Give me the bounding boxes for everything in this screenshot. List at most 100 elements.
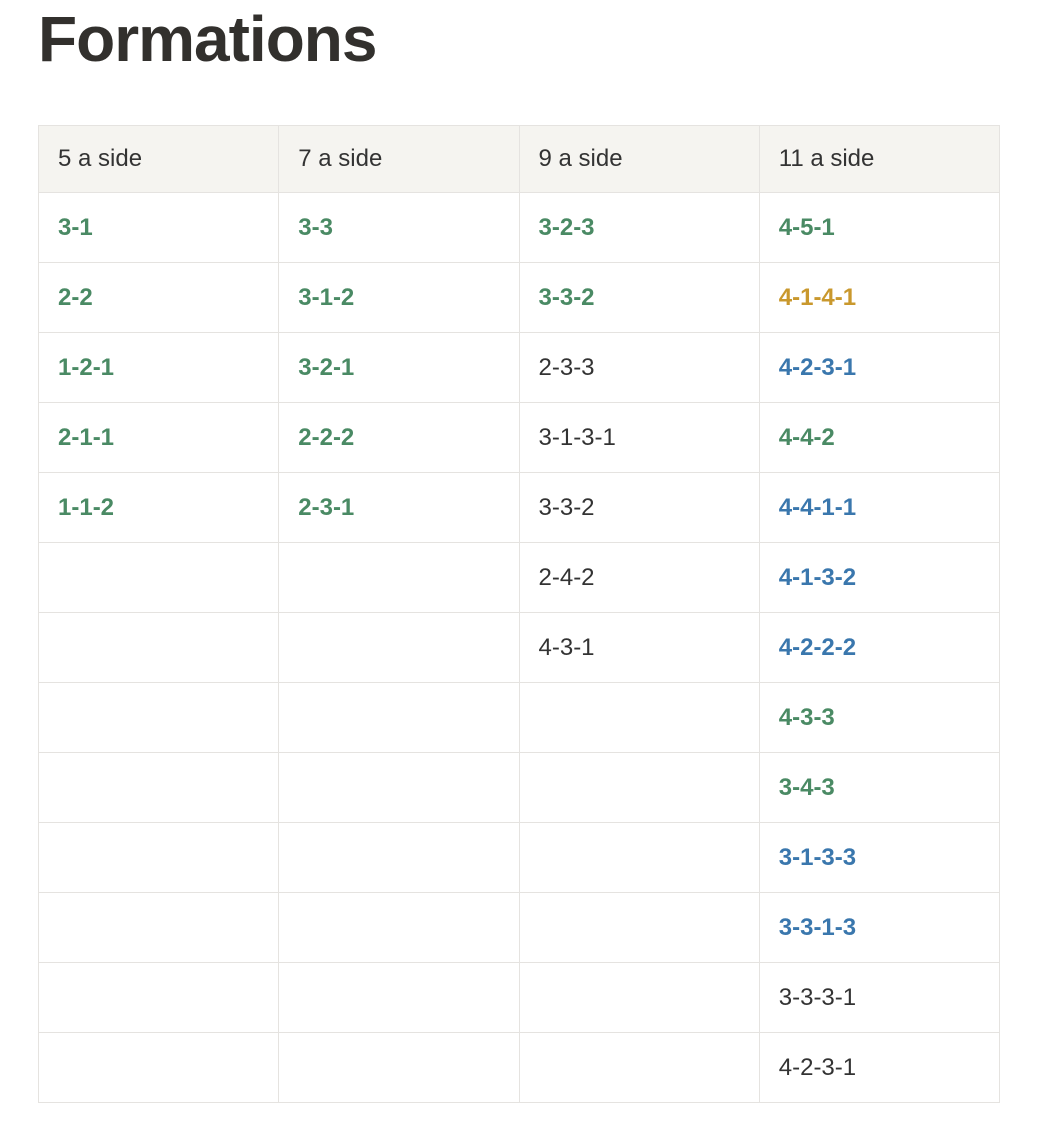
formation-text: 4-3-1 — [538, 633, 595, 661]
table-row: 4-3-1 4-2-2-2 — [37, 612, 1001, 684]
table-row: 4-2-3-1 — [37, 1032, 1001, 1104]
column-header-9-a-side: 9 a side — [518, 125, 760, 194]
table-cell: 3-3-1-3 — [758, 892, 1001, 964]
table-cell: 2-4-2 — [518, 542, 760, 614]
table-cell — [37, 682, 280, 754]
table-cell: 4-5-1 — [758, 192, 1001, 264]
table-cell — [278, 892, 520, 964]
table-row: 1-2-1 3-2-1 2-3-3 4-2-3-1 — [37, 332, 1001, 404]
formation-link[interactable]: 3-4-3 — [778, 773, 835, 801]
formation-link[interactable]: 2-1-1 — [58, 423, 115, 451]
table-cell: 4-3-1 — [518, 612, 760, 684]
table-row: 3-4-3 — [37, 752, 1001, 824]
formation-link[interactable]: 4-5-1 — [778, 213, 835, 241]
formation-link[interactable]: 4-4-2 — [778, 423, 835, 451]
table-cell: 2-1-1 — [37, 402, 280, 474]
table-cell: 3-1-2 — [278, 262, 520, 334]
formation-link[interactable]: 1-1-2 — [58, 493, 115, 521]
table-row: 4-3-3 — [37, 682, 1001, 754]
table-cell: 3-2-3 — [518, 192, 760, 264]
formation-link[interactable]: 3-2-1 — [298, 353, 355, 381]
table-cell: 3-3-3-1 — [758, 962, 1001, 1034]
table-cell: 4-2-2-2 — [758, 612, 1001, 684]
table-row: 3-1-3-3 — [37, 822, 1001, 894]
table-cell — [278, 1032, 520, 1104]
formation-link[interactable]: 2-2 — [58, 283, 93, 311]
column-header-7-a-side: 7 a side — [278, 125, 520, 194]
table-row: 3-3-3-1 — [37, 962, 1001, 1034]
table-cell: 4-4-1-1 — [758, 472, 1001, 544]
table-cell: 3-4-3 — [758, 752, 1001, 824]
formation-link[interactable]: 3-1-2 — [298, 283, 355, 311]
formation-link[interactable]: 2-2-2 — [298, 423, 355, 451]
table-cell: 4-3-3 — [758, 682, 1001, 754]
table-cell — [37, 752, 280, 824]
formations-table-head: 5 a side 7 a side 9 a side 11 a side — [37, 125, 1001, 194]
formation-link[interactable]: 4-3-3 — [778, 703, 835, 731]
table-cell — [37, 612, 280, 684]
formation-link[interactable]: 1-2-1 — [58, 353, 115, 381]
table-row: 1-1-2 2-3-1 3-3-2 4-4-1-1 — [37, 472, 1001, 544]
column-header-5-a-side: 5 a side — [37, 125, 280, 194]
table-cell: 4-2-3-1 — [758, 332, 1001, 404]
table-cell — [518, 822, 760, 894]
formation-link[interactable]: 4-4-1-1 — [778, 493, 857, 521]
formation-link[interactable]: 3-3-1-3 — [778, 913, 857, 941]
table-row: 2-2 3-1-2 3-3-2 4-1-4-1 — [37, 262, 1001, 334]
formation-link[interactable]: 3-1 — [58, 213, 93, 241]
formation-link[interactable]: 4-2-2-2 — [778, 633, 857, 661]
table-cell: 3-1-3-3 — [758, 822, 1001, 894]
table-cell: 2-3-3 — [518, 332, 760, 404]
table-cell — [518, 1032, 760, 1104]
table-row: 2-1-1 2-2-2 3-1-3-1 4-4-2 — [37, 402, 1001, 474]
table-cell — [37, 962, 280, 1034]
formation-text: 4-2-3-1 — [778, 1053, 857, 1081]
table-cell: 4-4-2 — [758, 402, 1001, 474]
table-cell: 2-3-1 — [278, 472, 520, 544]
table-cell — [278, 822, 520, 894]
table-cell — [518, 682, 760, 754]
formation-text: 3-3-3-1 — [778, 983, 857, 1011]
table-cell: 3-1 — [37, 192, 280, 264]
table-cell: 4-2-3-1 — [758, 1032, 1001, 1104]
header-row: 5 a side 7 a side 9 a side 11 a side — [37, 125, 1001, 194]
table-cell — [278, 752, 520, 824]
table-row: 2-4-2 4-1-3-2 — [37, 542, 1001, 614]
table-cell — [278, 612, 520, 684]
table-cell — [278, 962, 520, 1034]
table-cell — [37, 822, 280, 894]
table-cell: 3-2-1 — [278, 332, 520, 404]
column-header-11-a-side: 11 a side — [758, 125, 1001, 194]
formation-link[interactable]: 4-2-3-1 — [778, 353, 857, 381]
formations-table-body: 3-1 3-3 3-2-3 4-5-1 2-2 3-1-2 3-3-2 4-1-4-1 1-2-… — [37, 192, 1001, 1104]
table-cell — [518, 752, 760, 824]
table-cell: 3-3-2 — [518, 262, 760, 334]
formation-text: 2-4-2 — [538, 563, 595, 591]
formation-link[interactable]: 3-2-3 — [538, 213, 595, 241]
table-cell: 2-2 — [37, 262, 280, 334]
formation-text: 3-1-3-1 — [538, 423, 616, 451]
formation-link[interactable]: 2-3-1 — [298, 493, 355, 521]
table-cell — [37, 542, 280, 614]
table-cell: 1-1-2 — [37, 472, 280, 544]
formation-link[interactable]: 4-1-4-1 — [778, 283, 857, 311]
formation-link[interactable]: 3-1-3-3 — [778, 843, 857, 871]
table-row: 3-3-1-3 — [37, 892, 1001, 964]
formation-text: 2-3-3 — [538, 353, 595, 381]
table-cell — [518, 962, 760, 1034]
formation-link[interactable]: 3-3 — [298, 213, 333, 241]
table-cell — [518, 892, 760, 964]
table-cell: 3-1-3-1 — [518, 402, 760, 474]
formations-table: 5 a side 7 a side 9 a side 11 a side 3-1… — [37, 125, 1001, 1104]
table-cell — [278, 542, 520, 614]
table-cell: 1-2-1 — [37, 332, 280, 404]
table-cell — [37, 1032, 280, 1104]
table-cell — [278, 682, 520, 754]
table-cell — [37, 892, 280, 964]
table-cell: 3-3 — [278, 192, 520, 264]
table-cell: 4-1-4-1 — [758, 262, 1001, 334]
formation-link[interactable]: 4-1-3-2 — [778, 563, 857, 591]
formation-link[interactable]: 3-3-2 — [538, 283, 595, 311]
formation-text: 3-3-2 — [538, 493, 595, 521]
